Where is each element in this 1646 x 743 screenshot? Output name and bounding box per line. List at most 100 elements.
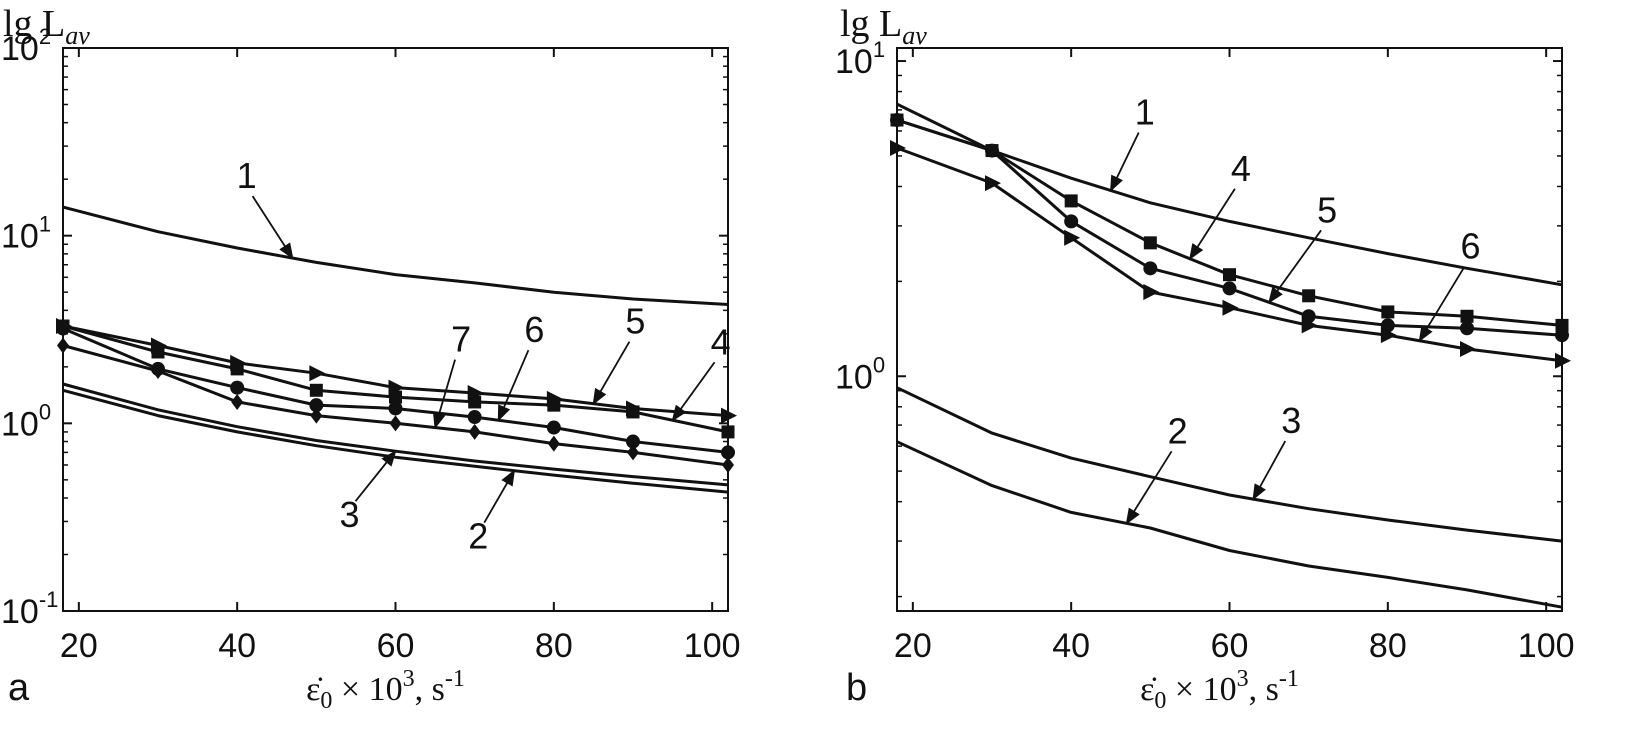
annotation-label: 2	[1168, 410, 1188, 451]
point-5-3	[309, 365, 326, 382]
annotation-5: 5	[592, 301, 645, 406]
point-6-2	[230, 380, 245, 395]
series-1	[62, 205, 729, 306]
annotation-arrow	[1109, 132, 1140, 192]
annotation-layer: 1 7 6 5 4 3 2	[237, 155, 731, 557]
y-tick-label: 101	[1, 212, 51, 256]
point-7-6	[547, 435, 560, 452]
annotation-arrow	[592, 341, 631, 406]
point-6-8	[721, 445, 735, 460]
point-4-7	[1460, 309, 1474, 323]
x-tick-label: 80	[1369, 627, 1407, 665]
annotation-label: 5	[1317, 189, 1337, 230]
point-7-2	[231, 393, 244, 410]
x-tick-label: 80	[535, 627, 573, 665]
y-tick-label: 100	[1, 399, 51, 443]
x-axis-label-text: ε̇0 × 103, s-1	[306, 666, 465, 714]
point-6-4	[1222, 299, 1239, 316]
point-6-6	[546, 420, 561, 435]
series-layer	[56, 205, 737, 494]
point-6-3	[309, 398, 324, 413]
annotation-4: 4	[1189, 148, 1251, 261]
series-line-3	[896, 386, 1563, 543]
annotation-arrow	[1418, 266, 1466, 343]
point-4-8	[1555, 318, 1569, 332]
x-tick-label: 40	[1052, 627, 1090, 665]
annotation-label: 2	[468, 516, 488, 557]
point-5-2	[230, 354, 247, 371]
y-axis-label: lg Lav	[3, 3, 90, 50]
point-5-3	[1143, 261, 1158, 276]
annotation-label: 4	[711, 321, 731, 362]
y-axis-label: lg Lav	[840, 3, 927, 50]
point-7-3	[310, 407, 323, 424]
point-6-4	[388, 401, 403, 416]
y-tick-label: 101	[835, 37, 885, 81]
point-5-7	[1460, 321, 1474, 336]
point-5-2	[1064, 214, 1079, 229]
annotation-arrow	[1252, 440, 1287, 501]
annotation-6: 6	[1418, 226, 1481, 343]
annotation-arrow	[483, 469, 516, 524]
series-line-2	[896, 440, 1563, 609]
series-line-1	[62, 205, 729, 306]
annotation-arrow	[1125, 450, 1173, 525]
annotation-label: 3	[339, 494, 359, 535]
annotation-arrow	[1268, 229, 1322, 304]
series-layer	[890, 102, 1571, 609]
point-4-6	[1381, 305, 1395, 319]
point-4-4	[389, 390, 402, 404]
annotation-1: 1	[1109, 92, 1155, 192]
annotation-1: 1	[237, 155, 294, 260]
annotation-4: 4	[671, 321, 731, 422]
annotation-arrow	[432, 359, 456, 430]
point-5-5	[467, 385, 484, 402]
axis-ticks: 20 40 60 80 100 100 101	[835, 37, 1575, 665]
panel-label: b	[846, 667, 867, 709]
x-tick-label: 40	[218, 627, 256, 665]
series-line-1	[896, 102, 1563, 287]
y-tick-label: 10-1	[1, 587, 58, 631]
x-tick-label: 20	[894, 627, 932, 665]
series-7	[57, 337, 734, 473]
x-tick-label: 100	[1518, 627, 1575, 665]
x-axis-label: ε̇0 × 103, s-1	[306, 666, 465, 714]
x-tick-label: 100	[684, 627, 741, 665]
annotation-7: 7	[432, 319, 471, 430]
annotation-label: 6	[1460, 226, 1480, 267]
annotation-label: 6	[524, 309, 544, 350]
annotation-label: 1	[1135, 92, 1155, 133]
point-6-5	[1301, 317, 1318, 334]
annotation-arrow	[497, 349, 530, 422]
series-3	[896, 386, 1563, 543]
x-tick-label: 60	[1211, 627, 1249, 665]
point-5-8	[1555, 328, 1569, 343]
annotation-label: 5	[625, 301, 645, 342]
point-5-7	[626, 400, 642, 417]
x-tick-label: 20	[60, 627, 98, 665]
axis-ticks: 20 40 60 80 100 10-1 100 101 102	[1, 24, 741, 665]
y-tick-label: 102	[1, 24, 51, 68]
point-7-4	[389, 415, 402, 432]
point-7-1	[152, 363, 164, 380]
point-6-2	[1064, 229, 1081, 246]
annotation-3: 3	[339, 449, 397, 535]
annotation-5: 5	[1268, 189, 1337, 304]
point-5-0	[890, 113, 904, 128]
x-tick-label: 60	[377, 627, 415, 665]
point-5-8	[721, 407, 737, 424]
point-5-4	[1222, 281, 1237, 296]
point-6-0	[890, 139, 906, 156]
annotation-6: 6	[497, 309, 544, 422]
point-6-5	[467, 410, 482, 425]
point-7-0	[57, 337, 69, 354]
point-6-6	[1380, 327, 1397, 344]
point-4-8	[721, 425, 735, 439]
point-5-6	[1380, 318, 1395, 333]
annotation-layer: 1 4 5 6 2 3	[1109, 92, 1481, 525]
point-6-7	[1460, 341, 1476, 358]
annotation-label: 3	[1281, 400, 1301, 441]
point-6-7	[626, 434, 640, 449]
point-6-3	[1143, 284, 1160, 301]
